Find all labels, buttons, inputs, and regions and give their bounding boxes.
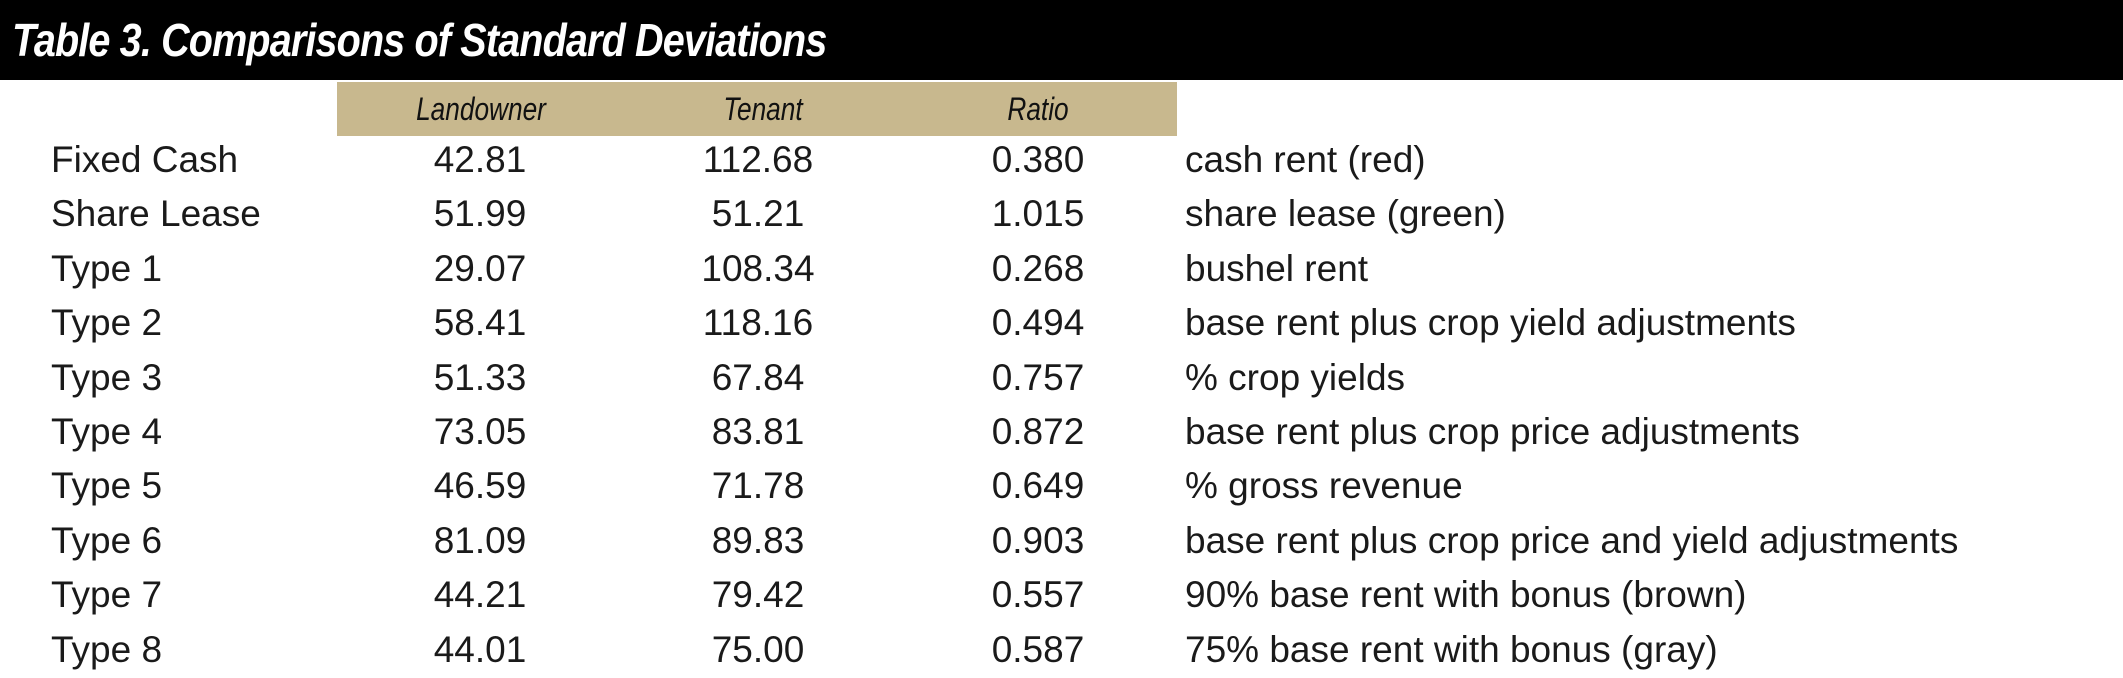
table-row: Type 3 51.33 67.84 0.757 % crop yields — [0, 351, 2123, 405]
column-header-band — [337, 82, 1177, 136]
row-label: Type 7 — [51, 574, 163, 616]
row-description: base rent plus crop yield adjustments — [1185, 302, 1796, 344]
table-row: Type 7 44.21 79.42 0.557 90% base rent with … — [0, 568, 2123, 622]
ratio-value: 0.757 — [991, 356, 1085, 398]
tenant-value: 75.00 — [711, 628, 805, 670]
row-description: cash rent (red) — [1185, 139, 1426, 180]
landowner-value: 42.81 — [433, 139, 527, 180]
ratio-value: 0.649 — [991, 465, 1085, 507]
landowner-value: 58.41 — [433, 302, 527, 344]
column-header-ratio: Ratio — [1007, 91, 1069, 127]
row-label: Type 3 — [51, 356, 163, 398]
row-label: Type 5 — [51, 465, 163, 507]
row-label: Type 1 — [51, 247, 163, 289]
row-label: Type 6 — [51, 519, 163, 561]
tenant-value: 71.78 — [711, 465, 805, 507]
landowner-value: 44.21 — [433, 574, 527, 616]
row-label: Fixed Cash — [51, 139, 239, 180]
landowner-value: 81.09 — [433, 519, 527, 561]
table-row: Type 8 44.01 75.00 0.587 75% base rent with … — [0, 623, 2123, 677]
tenant-value: 112.68 — [702, 139, 814, 180]
landowner-value: 29.07 — [433, 247, 527, 289]
row-label: Type 4 — [51, 411, 163, 452]
ratio-value: 0.587 — [991, 628, 1085, 670]
row-description: base rent plus crop price adjustments — [1185, 411, 1800, 452]
landowner-value: 51.99 — [433, 193, 527, 235]
tenant-value: 83.81 — [711, 411, 805, 452]
ratio-value: 0.903 — [991, 519, 1085, 561]
row-description: share lease (green) — [1185, 193, 1506, 235]
tenant-value: 67.84 — [711, 356, 805, 398]
landowner-value: 51.33 — [433, 356, 527, 398]
table-row: Type 5 46.59 71.78 0.649 % gross revenue — [0, 459, 2123, 513]
row-label: Type 2 — [51, 302, 163, 344]
row-description: % gross revenue — [1185, 465, 1463, 507]
tenant-value: 89.83 — [711, 519, 805, 561]
ratio-value: 0.494 — [991, 302, 1085, 344]
table-row: Type 2 58.41 118.16 0.494 base rent plus cro… — [0, 296, 2123, 350]
ratio-value: 0.380 — [991, 139, 1085, 180]
ratio-value: 0.557 — [991, 574, 1085, 616]
ratio-value: 0.872 — [991, 411, 1085, 452]
row-description: bushel rent — [1185, 247, 1369, 289]
row-description: 90% base rent with bonus (brown) — [1185, 574, 1747, 616]
title-bar: Table 3. Comparisons of Standard Deviati… — [0, 0, 2123, 80]
tenant-value: 108.34 — [701, 247, 815, 289]
column-header-tenant: Tenant — [723, 91, 803, 127]
table-row: Share Lease 51.99 51.21 1.015 share lease (g… — [0, 187, 2123, 241]
table-title: Table 3. Comparisons of Standard Deviati… — [12, 14, 827, 66]
ratio-value: 1.015 — [991, 193, 1085, 235]
table-row: Type 4 73.05 83.81 0.872 base rent plus crop… — [0, 405, 2123, 459]
row-label: Type 8 — [51, 628, 163, 670]
column-header-landowner: Landowner — [416, 91, 546, 127]
row-description: % crop yields — [1185, 356, 1406, 398]
tenant-value: 118.16 — [702, 302, 814, 344]
tenant-value: 79.42 — [711, 574, 805, 616]
row-label: Share Lease — [51, 193, 261, 235]
landowner-value: 73.05 — [433, 411, 527, 452]
landowner-value: 44.01 — [433, 628, 527, 670]
row-description: 75% base rent with bonus (gray) — [1185, 628, 1718, 670]
ratio-value: 0.268 — [991, 247, 1085, 289]
table-row: Fixed Cash 42.81 112.68 0.380 cash rent (red… — [0, 133, 2123, 187]
table-row: Type 1 29.07 108.34 0.268 bushel rent — [0, 242, 2123, 296]
table-row: Type 6 81.09 89.83 0.903 base rent plus crop… — [0, 514, 2123, 568]
tenant-value: 51.21 — [711, 193, 805, 235]
row-description: base rent plus crop price and yield adju… — [1185, 519, 1959, 561]
landowner-value: 46.59 — [433, 465, 527, 507]
